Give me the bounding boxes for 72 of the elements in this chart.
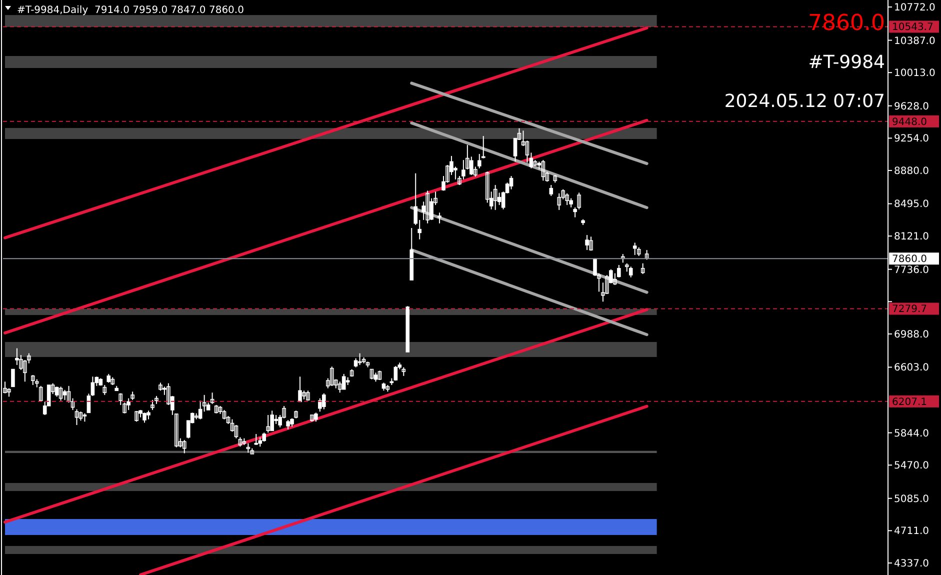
candlestick bbox=[62, 389, 67, 400]
candlestick bbox=[632, 242, 637, 256]
candlestick bbox=[258, 436, 262, 448]
candlestick bbox=[198, 400, 202, 420]
y-tick-label: 6988.0 bbox=[894, 329, 929, 340]
candlestick bbox=[438, 212, 442, 224]
candlestick bbox=[126, 398, 130, 410]
candlestick bbox=[210, 392, 214, 404]
candlestick bbox=[254, 433, 258, 446]
ref-line-label: 10543.7 bbox=[892, 22, 934, 34]
candlestick bbox=[493, 184, 498, 210]
candlestick bbox=[322, 392, 326, 410]
y-tick-label: 10387.0 bbox=[894, 36, 936, 47]
candlestick bbox=[182, 439, 186, 454]
candlestick bbox=[74, 408, 79, 426]
candlestick bbox=[270, 410, 274, 432]
candlestick bbox=[477, 153, 482, 169]
candlestick bbox=[298, 376, 302, 402]
candlestick bbox=[644, 250, 649, 260]
y-tick-label: 4711.0 bbox=[894, 526, 929, 538]
y-tick-label: 7736.0 bbox=[894, 264, 929, 276]
y-tick-label: 9628.0 bbox=[894, 101, 929, 112]
candlestick bbox=[234, 424, 238, 439]
candlestick bbox=[31, 374, 35, 386]
candlestick bbox=[150, 399, 154, 410]
candlestick bbox=[509, 176, 514, 190]
candlestick bbox=[134, 410, 138, 422]
ref-line-label: 9448.0 bbox=[892, 116, 927, 128]
candlestick bbox=[557, 192, 562, 210]
candlestick bbox=[342, 373, 346, 390]
y-tick-label: 8495.0 bbox=[894, 199, 929, 210]
candlestick bbox=[306, 390, 310, 402]
candlestick bbox=[266, 414, 270, 434]
ref-line-label: 6207.1 bbox=[892, 396, 927, 408]
candlestick bbox=[565, 192, 569, 206]
text: #T-9984,Daily 7914.0 7959.0 7847.0 7860.0 bbox=[17, 5, 244, 16]
candlestick bbox=[569, 198, 573, 208]
y-tick-label: 5085.0 bbox=[894, 494, 929, 505]
candlestick bbox=[58, 386, 63, 402]
candlestick bbox=[426, 190, 430, 224]
candlestick bbox=[370, 368, 374, 380]
candlestick bbox=[628, 266, 633, 278]
candlestick bbox=[142, 412, 146, 424]
candlestick bbox=[54, 386, 59, 398]
candlestick bbox=[549, 184, 554, 196]
candlestick bbox=[378, 370, 382, 380]
y-tick-label: 9254.0 bbox=[894, 134, 929, 145]
y-tick-label: 8880.0 bbox=[894, 166, 929, 177]
candlestick bbox=[394, 365, 398, 382]
ref-line-label: 7860.0 bbox=[892, 254, 927, 266]
y-tick-label: 4337.0 bbox=[894, 558, 929, 570]
annotation: 2024.05.12 07:07 bbox=[724, 91, 885, 112]
annotation: 7860.0 bbox=[808, 11, 885, 36]
ref-line-label: 7279.7 bbox=[892, 304, 927, 316]
candlestick bbox=[238, 436, 242, 448]
annotation: #T-9984 bbox=[808, 52, 885, 73]
y-tick-label: 10013.0 bbox=[894, 68, 936, 80]
y-tick-label: 10772.0 bbox=[894, 2, 936, 14]
y-tick-label: 6603.0 bbox=[894, 362, 929, 374]
candlestick bbox=[66, 385, 71, 404]
candlestick bbox=[11, 368, 15, 388]
candlestick bbox=[541, 160, 546, 182]
candlestick bbox=[585, 234, 589, 250]
candlestick bbox=[318, 398, 322, 412]
candlestick bbox=[589, 236, 593, 252]
candlestick bbox=[330, 366, 334, 386]
candlestick bbox=[286, 419, 290, 430]
candlestick bbox=[222, 409, 226, 420]
y-tick-label: 5844.0 bbox=[894, 428, 929, 440]
y-tick-label: 5470.0 bbox=[894, 460, 929, 472]
y-tick-label: 8121.0 bbox=[894, 232, 929, 243]
candlestick bbox=[640, 262, 645, 274]
